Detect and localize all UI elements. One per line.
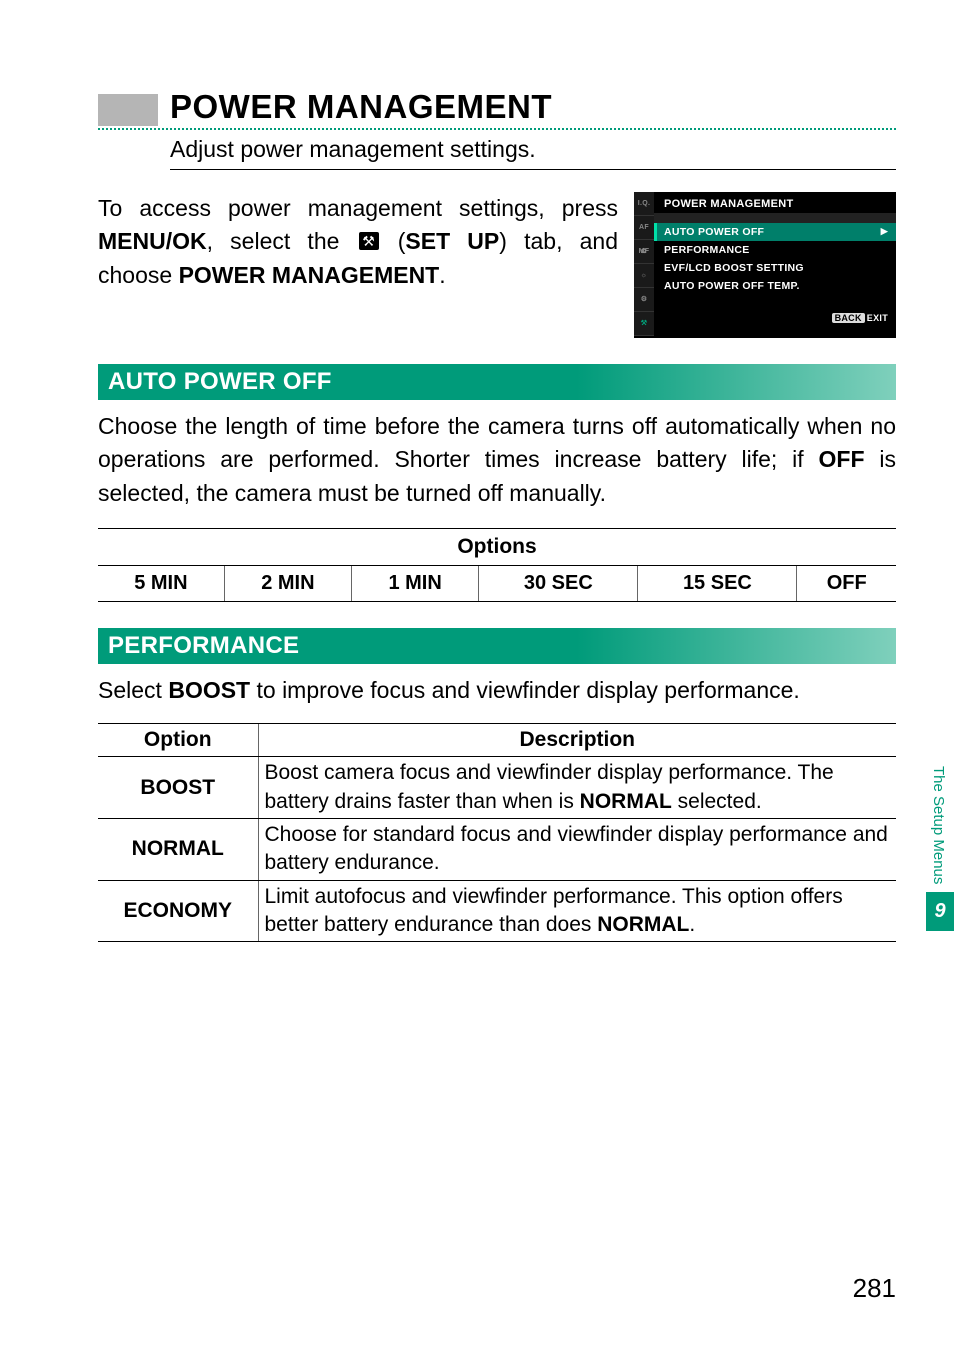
option-cell: 5 MIN: [98, 566, 224, 602]
lcd-footer: BACKEXIT: [654, 309, 896, 327]
lcd-sidebar: I.Q. AF MF ✿ ☼ ⚙ ⚒: [634, 192, 654, 336]
performance-heading: PERFORMANCE: [98, 628, 896, 664]
option-cell: 1 MIN: [352, 566, 479, 602]
page-subtitle: Adjust power management settings.: [170, 136, 896, 170]
perf-option: NORMAL: [98, 819, 258, 881]
option-cell: OFF: [797, 566, 896, 602]
desc-bold: NORMAL: [580, 790, 672, 813]
perf-option: BOOST: [98, 757, 258, 819]
lcd-tab-icon: I.Q.: [634, 192, 654, 216]
page-number: 281: [853, 1273, 896, 1304]
header-block-icon: [98, 94, 158, 126]
option-cell: 30 SEC: [479, 566, 638, 602]
perf-description: Limit autofocus and viewfinder performan…: [258, 880, 896, 942]
options-table: Options 5 MIN 2 MIN 1 MIN 30 SEC 15 SEC …: [98, 528, 896, 602]
col-option: Option: [98, 724, 258, 757]
desc-text: selected.: [672, 790, 762, 813]
table-row: BOOST Boost camera focus and viewfinder …: [98, 757, 896, 819]
section-header: POWER MANAGEMENT: [98, 88, 896, 130]
back-badge: BACK: [832, 313, 865, 323]
performance-body: Select BOOST to improve focus and viewfi…: [98, 674, 896, 707]
setup-tab-label: SET UP: [405, 228, 499, 254]
lcd-tab-icon: AF MF: [634, 216, 654, 240]
menu-ok-label: MENU/OK: [98, 228, 207, 254]
chapter-number: 9: [926, 892, 954, 931]
chapter-side-tab: The Setup Menus 9: [926, 760, 954, 931]
option-cell: 15 SEC: [638, 566, 797, 602]
lcd-tab-icon: ☼: [634, 264, 654, 288]
intro-text-pre: To access power management settings, pre…: [98, 195, 618, 221]
perf-option: ECONOMY: [98, 880, 258, 942]
perf-body-pre: Select: [98, 677, 168, 703]
perf-description: Boost camera focus and viewfinder displa…: [258, 757, 896, 819]
camera-lcd-screenshot: I.Q. AF MF ✿ ☼ ⚙ ⚒ POWER MANAGEMENT AUTO…: [634, 192, 896, 338]
lcd-tab-icon: ⚒: [634, 312, 654, 336]
lcd-header: POWER MANAGEMENT: [654, 192, 896, 213]
perf-description: Choose for standard focus and viewfinder…: [258, 819, 896, 881]
performance-table: Option Description BOOST Boost camera fo…: [98, 723, 896, 942]
desc-bold: NORMAL: [597, 913, 689, 936]
page-title: POWER MANAGEMENT: [170, 88, 552, 126]
lcd-menu-item: EVF/LCD BOOST SETTING: [654, 259, 896, 277]
desc-text: Choose for standard focus and viewfinder…: [265, 823, 888, 874]
perf-boost-bold: BOOST: [168, 677, 250, 703]
intro-text-mid1: , select the: [207, 228, 357, 254]
table-row: 5 MIN 2 MIN 1 MIN 30 SEC 15 SEC OFF: [98, 566, 896, 602]
power-mgmt-label: POWER MANAGEMENT: [179, 262, 440, 288]
lcd-tab-icon: ✿: [634, 240, 654, 264]
col-description: Description: [258, 724, 896, 757]
apo-body-pre: Choose the length of time before the cam…: [98, 413, 896, 472]
lcd-menu-item: AUTO POWER OFF TEMP.: [654, 277, 896, 295]
auto-power-off-heading: AUTO POWER OFF: [98, 364, 896, 400]
lcd-menu-item: AUTO POWER OFF: [654, 223, 896, 241]
apo-off-bold: OFF: [819, 446, 865, 472]
chapter-label: The Setup Menus: [926, 760, 951, 890]
intro-text-end: .: [439, 262, 445, 288]
lcd-tab-icon: ⚙: [634, 288, 654, 312]
perf-body-post: to improve focus and viewfinder display …: [250, 677, 800, 703]
exit-label: EXIT: [867, 313, 888, 323]
table-row: NORMAL Choose for standard focus and vie…: [98, 819, 896, 881]
desc-text: Limit autofocus and viewfinder performan…: [265, 885, 843, 936]
lcd-menu-item: PERFORMANCE: [654, 241, 896, 259]
lcd-separator: [654, 213, 896, 223]
table-row: ECONOMY Limit autofocus and viewfinder p…: [98, 880, 896, 942]
auto-power-off-body: Choose the length of time before the cam…: [98, 410, 896, 510]
option-cell: 2 MIN: [224, 566, 351, 602]
options-header-cell: Options: [98, 529, 896, 566]
table-header-row: Option Description: [98, 724, 896, 757]
wrench-icon: ⚒: [359, 232, 379, 250]
intro-paragraph: To access power management settings, pre…: [98, 192, 618, 292]
desc-text: .: [689, 913, 695, 936]
